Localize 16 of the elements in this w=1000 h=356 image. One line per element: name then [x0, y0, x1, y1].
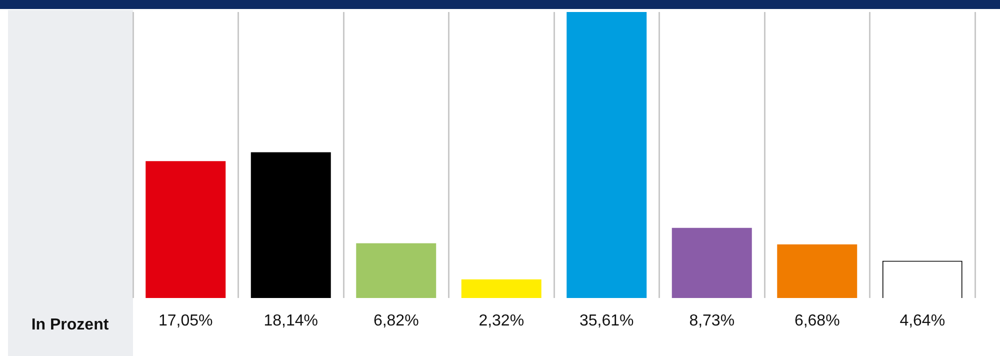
data-label: 6,68%	[794, 312, 840, 330]
data-label: 8,73%	[689, 312, 735, 330]
bar	[461, 279, 542, 298]
bar	[146, 161, 226, 298]
data-label: 6,82%	[373, 312, 419, 330]
data-label: 17,05%	[158, 312, 213, 330]
bar	[250, 152, 331, 298]
bar	[356, 243, 436, 298]
data-label: 35,61%	[579, 312, 634, 330]
data-label: 2,32%	[478, 312, 524, 330]
bar	[566, 12, 647, 298]
text: In Prozent	[31, 316, 110, 334]
data-label: 18,14%	[264, 312, 318, 330]
bar	[777, 244, 858, 298]
bar	[672, 228, 752, 298]
data-label: 4,64%	[900, 312, 946, 330]
